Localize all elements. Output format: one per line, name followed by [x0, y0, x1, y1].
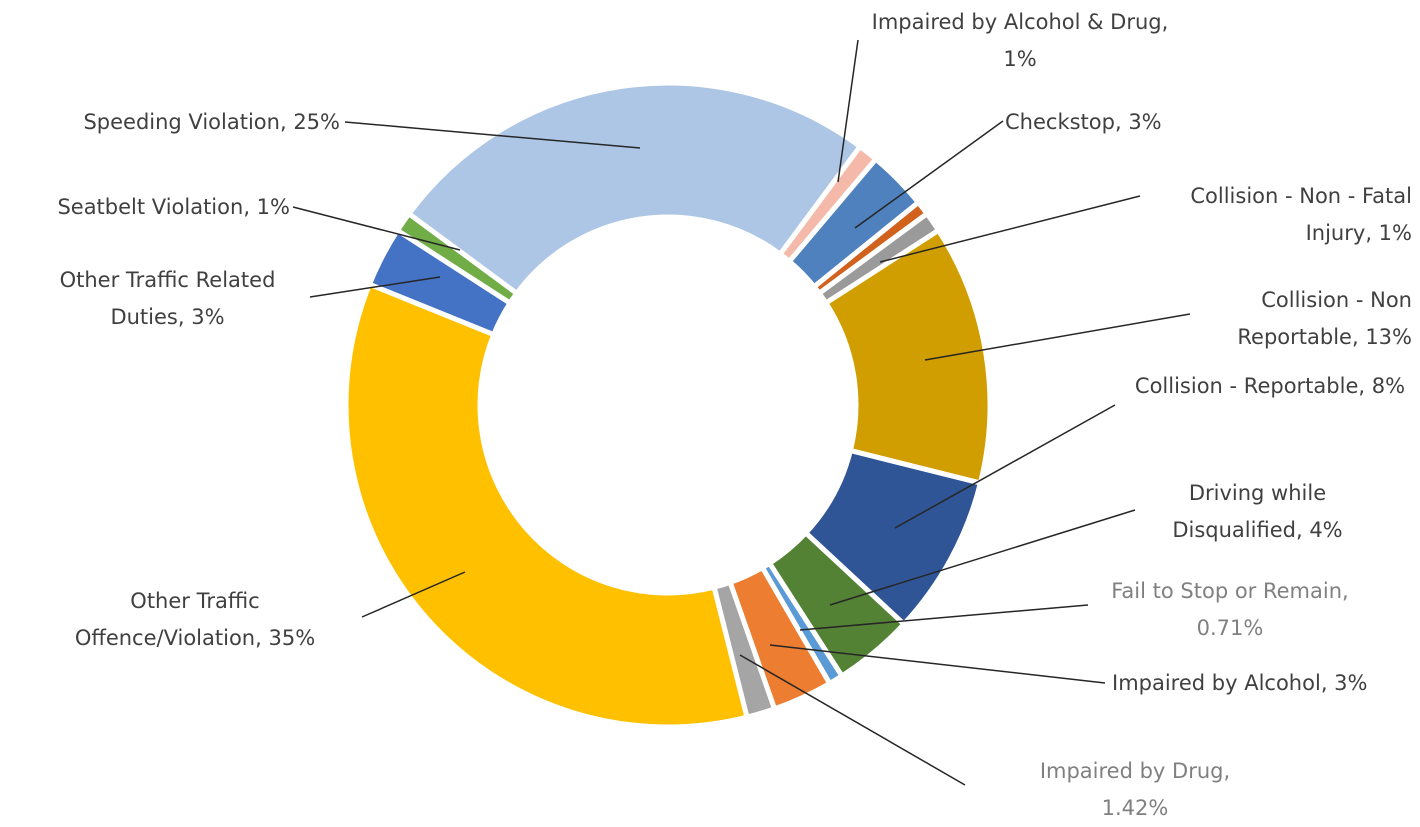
leader-line [292, 206, 461, 251]
data-label: Other Traffic Offence/Violation35% [40, 583, 350, 657]
value-label: 13% [1365, 325, 1412, 349]
leader-line [879, 195, 1141, 263]
leader-line [309, 276, 441, 298]
value-label: 3% [1128, 110, 1162, 134]
category-label: Impaired by Alcohol [1112, 671, 1334, 695]
data-label: Fail to Stop or Remain 0.71% [1085, 573, 1375, 647]
value-label: 35% [268, 626, 316, 650]
category-label: Other Traffic Offence/Violation [75, 589, 269, 650]
data-label: Other Traffic Related Duties3% [30, 262, 305, 336]
value-label: 1% [256, 195, 290, 219]
category-label: Seatbelt Violation [57, 195, 256, 219]
data-label: Collision - Non - Fatal Injury1% [1140, 178, 1412, 252]
data-label: Seatbelt Violation1% [5, 189, 290, 226]
category-label: Driving while Disqualified [1172, 481, 1326, 542]
leader-line [344, 121, 641, 149]
category-label: Fail to Stop or Remain [1111, 579, 1348, 603]
value-label: 3% [191, 305, 225, 329]
data-label: Speeding Violation25% [30, 104, 340, 141]
leader-line [854, 120, 1004, 229]
data-label: Collision - Non Reportable13% [1150, 282, 1412, 356]
value-label: 0.71% [1196, 616, 1264, 640]
data-label: Driving while Disqualified4% [1140, 475, 1375, 549]
value-label: 1% [1003, 47, 1037, 71]
leader-line [924, 313, 1191, 361]
leader-line [799, 604, 1089, 631]
category-label: Checkstop [1005, 110, 1128, 134]
data-label: Impaired by Alcohol & Drug 1% [870, 4, 1170, 78]
donut-slice [343, 281, 750, 730]
category-label: Impaired by Alcohol & Drug [872, 10, 1169, 34]
leader-line [894, 404, 1116, 529]
leader-line [829, 509, 1136, 606]
value-label: 8% [1371, 374, 1406, 398]
category-label: Other Traffic Related Duties [60, 268, 276, 329]
data-label: Impaired by Alcohol3% [1112, 665, 1412, 702]
data-label: Collision - Reportable8% [1130, 368, 1410, 405]
value-label: 1.42% [1101, 796, 1169, 820]
leader-line [739, 654, 966, 786]
category-label: Speeding Violation [83, 110, 293, 134]
value-label: 25% [293, 110, 340, 134]
value-label: 4% [1309, 518, 1343, 542]
leader-line [361, 571, 466, 618]
value-label: 1% [1378, 221, 1412, 245]
category-label: Collision - Reportable [1135, 374, 1372, 398]
donut-slice [405, 80, 864, 297]
category-label: Impaired by Drug [1040, 759, 1230, 783]
leader-line [769, 644, 1106, 684]
value-label: 3% [1334, 671, 1368, 695]
data-label: Checkstop3% [1005, 104, 1205, 141]
leader-line [837, 39, 859, 183]
